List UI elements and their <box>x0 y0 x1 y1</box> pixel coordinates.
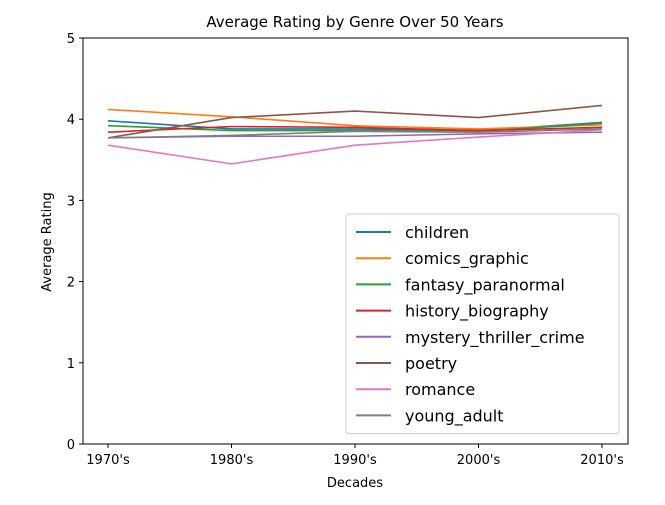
legend: children comics_graphic fantasy_paranormal… <box>345 213 620 435</box>
legend-label: poetry <box>405 354 457 373</box>
series-line-poetry <box>107 104 603 139</box>
x-tick-label: 1970's <box>86 453 130 468</box>
x-tick-label: 2010's <box>580 453 624 468</box>
legend-label: mystery_thriller_crime <box>405 328 585 348</box>
y-tick-label: 2 <box>67 276 75 291</box>
y-axis-label: Average Rating <box>40 192 55 291</box>
x-tick-label: 1980's <box>210 453 254 468</box>
series-line-romance <box>107 128 603 165</box>
legend-label: comics_graphic <box>405 249 529 269</box>
y-tick-label: 3 <box>67 194 75 209</box>
legend-label: history_biography <box>405 302 549 322</box>
y-tick-label: 5 <box>67 32 75 47</box>
chart-title: Average Rating by Genre Over 50 Years <box>206 13 503 31</box>
y-tick-label: 1 <box>67 357 75 372</box>
x-axis-label: Decades <box>327 476 383 491</box>
legend-box <box>345 213 620 435</box>
series-line-history-biography <box>107 125 603 133</box>
y-axis-ticks: 0 1 2 3 4 5 <box>67 32 83 453</box>
legend-label: fantasy_paranormal <box>405 275 565 295</box>
legend-label: young_adult <box>405 406 504 426</box>
legend-label: children <box>405 223 469 242</box>
series-line-young-adult <box>107 128 603 139</box>
series-line-comics-graphic <box>107 108 603 130</box>
series-lines <box>107 104 603 165</box>
y-tick-label: 0 <box>67 438 75 453</box>
x-tick-label: 1990's <box>333 453 377 468</box>
x-axis-ticks: 1970's 1980's 1990's 2000's 2010's <box>86 444 624 468</box>
x-tick-label: 2000's <box>457 453 501 468</box>
legend-label: romance <box>405 380 475 399</box>
y-tick-label: 4 <box>67 113 75 128</box>
